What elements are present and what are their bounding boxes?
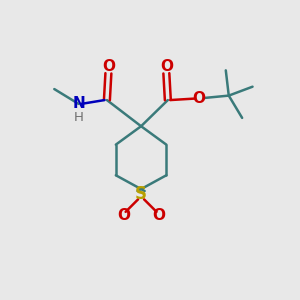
Text: O: O <box>152 208 165 223</box>
Text: O: O <box>193 91 206 106</box>
Text: O: O <box>160 59 173 74</box>
Text: N: N <box>72 96 85 111</box>
Text: H: H <box>74 111 84 124</box>
Text: O: O <box>117 208 130 223</box>
Text: S: S <box>135 185 147 203</box>
Text: O: O <box>102 59 115 74</box>
